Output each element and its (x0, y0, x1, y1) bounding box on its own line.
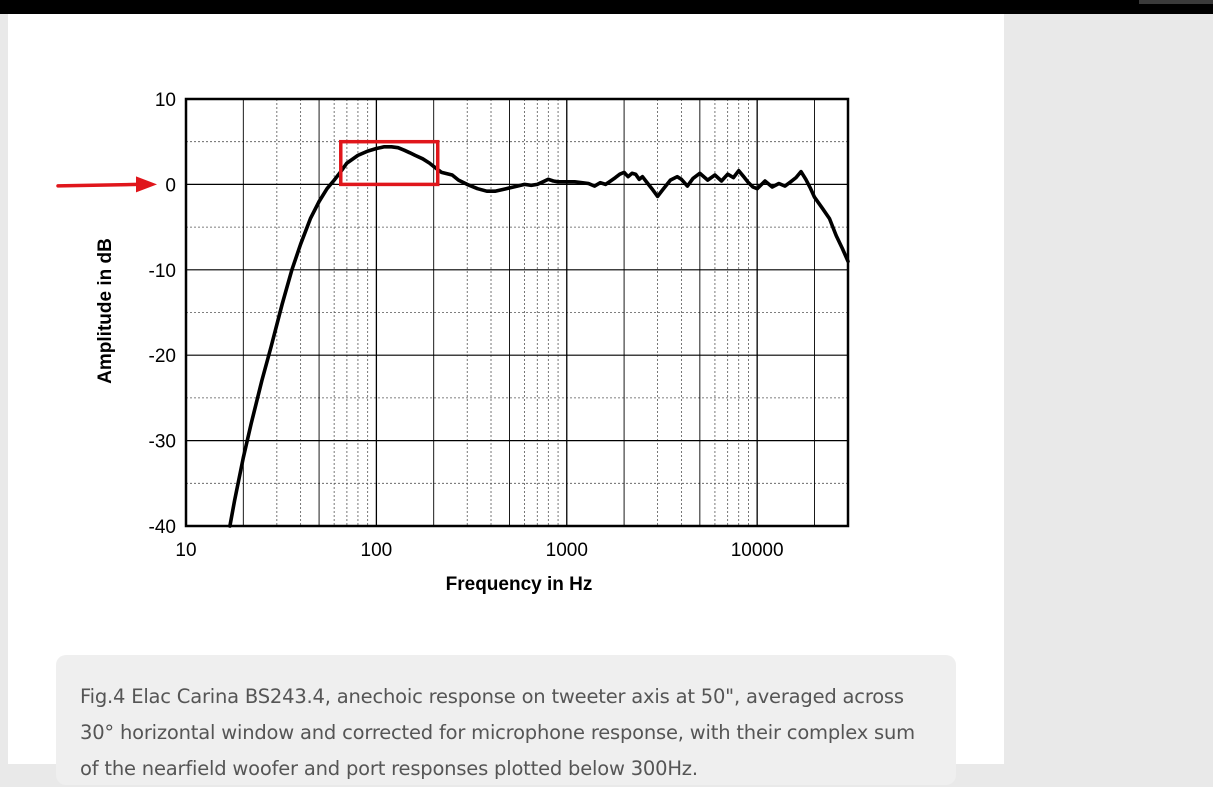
arrow-head (136, 176, 157, 193)
caption-text: Fig.4 Elac Carina BS243.4, anechoic resp… (80, 685, 915, 780)
x-tick-labels: 10 100 1000 10000 (175, 540, 783, 561)
x-tick-label: 1000 (546, 540, 588, 561)
x-tick-label: 100 (361, 540, 393, 561)
y-tick-label: -10 (149, 261, 176, 282)
y-tick-label: -30 (149, 432, 176, 453)
response-curve (228, 145, 850, 528)
red-arrow (56, 176, 157, 193)
grid-minor (186, 99, 848, 526)
x-tick-label: 10 (175, 540, 196, 561)
x-axis-label: Frequency in Hz (446, 574, 593, 595)
frequency-response-figure: 100-10-20-30-40 10 100 1000 10000 Amplitude… (56, 90, 850, 595)
figure-caption: Fig.4 Elac Carina BS243.4, anechoic resp… (56, 655, 956, 785)
plot-frame (184, 97, 850, 528)
arrow-shaft (56, 182, 140, 188)
y-axis-label: Amplitude in dB (95, 238, 116, 384)
top-bar (0, 0, 1213, 14)
y-tick-label: -20 (149, 346, 176, 367)
x-tick-label: 10000 (731, 540, 784, 561)
right-sidebar (1004, 14, 1213, 764)
highlight-box (339, 139, 440, 187)
top-bar-tab[interactable] (1139, 0, 1213, 4)
y-tick-label: 0 (165, 175, 176, 196)
y-tick-labels: 10 0 -10 -20 -30 -40 (149, 90, 176, 538)
article-content (8, 14, 1004, 764)
y-tick-label: -40 (149, 517, 176, 538)
y-tick-label: 10 (155, 90, 176, 111)
